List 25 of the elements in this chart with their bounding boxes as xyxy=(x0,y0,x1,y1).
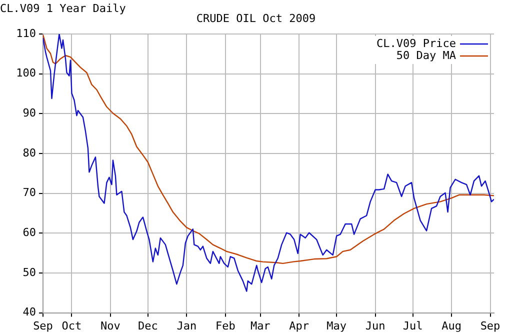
legend-label: 50 Day MA xyxy=(396,48,456,62)
y-tick-label: 100 xyxy=(16,66,36,80)
chart-title: CRUDE OIL Oct 2009 xyxy=(196,12,316,25)
x-tick-label: Dec xyxy=(138,319,158,332)
x-tick-label: Sep xyxy=(480,319,500,332)
y-tick-label: 110 xyxy=(16,26,36,40)
y-tick-label: 90 xyxy=(22,106,36,120)
x-tick-label: Jan xyxy=(176,319,197,332)
y-tick-label: 50 xyxy=(22,266,36,279)
x-tick-label: Mar xyxy=(250,319,271,332)
x-tick-label: Oct xyxy=(62,319,82,332)
y-tick-label: 60 xyxy=(22,226,36,239)
x-tick-label: Aug xyxy=(442,319,462,332)
x-tick-label: Jul xyxy=(402,319,423,332)
x-tick-label: Feb xyxy=(215,319,236,332)
y-tick-label: 40 xyxy=(22,306,36,319)
chart-subtitle: CL.V09 1 Year Daily xyxy=(0,2,126,15)
x-tick-label: Nov xyxy=(100,319,121,332)
x-tick-label: May xyxy=(326,319,347,332)
x-tick-label: Sep xyxy=(33,319,53,332)
y-tick-label: 70 xyxy=(22,186,36,200)
x-tick-label: Jun xyxy=(365,319,386,332)
y-tick-label: 80 xyxy=(22,146,36,160)
legend-label: CL.V09 Price xyxy=(376,36,456,50)
x-tick-label: Apr xyxy=(289,319,310,332)
